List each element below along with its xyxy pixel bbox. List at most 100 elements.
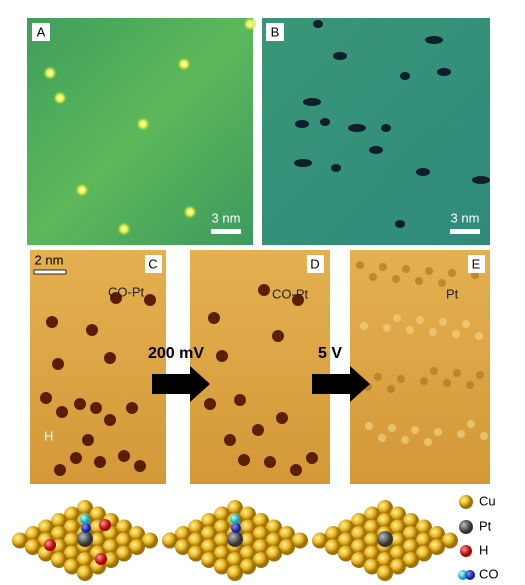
dark-spot: [70, 452, 82, 464]
dark-spot: [82, 434, 94, 446]
texture: [360, 322, 368, 330]
adsorbate: [183, 205, 197, 219]
texture: [439, 318, 447, 326]
panel-label: E: [472, 256, 481, 271]
scale-bars: 3 nm 3 nm 2 nm: [33, 210, 480, 275]
cu-atom: [188, 519, 204, 536]
dark-spot: [46, 316, 58, 328]
cu-atom: [377, 500, 393, 516]
panel-label: A: [37, 24, 46, 39]
cu-atom: [416, 545, 432, 562]
dark-spot: [238, 454, 250, 466]
texture: [443, 379, 451, 387]
cu-atom: [364, 532, 380, 549]
texture: [416, 316, 424, 324]
h-atom: [99, 519, 111, 531]
cu-atom: [116, 532, 132, 549]
o-atom: [81, 523, 91, 533]
cu-atom: [201, 539, 217, 555]
texture: [415, 277, 423, 285]
texture: [393, 314, 401, 322]
cu-atom: [377, 565, 393, 581]
texture: [378, 434, 386, 442]
texture: [365, 422, 373, 430]
dark-cluster: [472, 176, 490, 184]
cu-atom: [403, 552, 419, 568]
adsorbate: [75, 183, 89, 197]
stm-image-c: [30, 250, 166, 484]
cu-atom: [188, 545, 204, 562]
texture: [397, 375, 405, 383]
cu-atom: [25, 526, 41, 542]
cu-atom: [403, 526, 419, 542]
texture: [430, 367, 438, 375]
dark-cluster: [303, 98, 321, 106]
cu-atom: [240, 506, 256, 523]
arrow: [312, 366, 370, 402]
adsorbate: [136, 117, 150, 131]
cu-atom: [279, 526, 295, 542]
adsorbate: [43, 66, 57, 80]
texture: [475, 332, 483, 340]
cu-atom: [377, 552, 393, 568]
stm-image-d: [190, 250, 330, 484]
cu-atom: [175, 526, 191, 542]
dark-cluster: [348, 124, 366, 132]
cu-atom: [64, 545, 80, 562]
dark-cluster: [369, 146, 383, 154]
texture: [379, 263, 387, 271]
cu-atom: [77, 565, 93, 581]
legend-label: Pt: [479, 518, 492, 533]
cu-atom: [103, 552, 119, 568]
cu-atom: [214, 506, 230, 523]
dark-spot: [110, 292, 122, 304]
cu-atom: [390, 519, 406, 536]
dark-spot: [306, 452, 318, 464]
cu-atom: [253, 539, 269, 555]
texture: [429, 328, 437, 336]
dark-spot: [208, 312, 220, 324]
dark-spot: [126, 402, 138, 414]
dark-cluster: [331, 164, 341, 172]
cu-atom: [253, 526, 269, 542]
dark-spot: [94, 456, 106, 468]
dark-spot: [204, 398, 216, 410]
texture: [383, 324, 391, 332]
cu-atom: [129, 526, 145, 542]
cu-atom: [442, 532, 458, 549]
dark-spot: [118, 450, 130, 462]
cu-atom: [416, 519, 432, 536]
dark-spot: [290, 464, 302, 476]
cu-atom: [214, 532, 230, 549]
cu-atom: [253, 513, 269, 529]
annotations: CO-Pt H CO-Pt Pt: [44, 284, 459, 443]
cu-atom: [338, 519, 354, 536]
dark-spot: [234, 394, 246, 406]
cu-atom: [77, 500, 93, 516]
scale-label: 2 nm: [35, 252, 64, 267]
annotation: Pt: [446, 286, 459, 301]
texture: [392, 275, 400, 283]
dark-spot: [104, 352, 116, 364]
dark-spot: [272, 330, 284, 342]
cu-atom: [364, 545, 380, 562]
cu-atom: [240, 558, 256, 575]
cu-atom: [90, 532, 106, 549]
cu-atom: [390, 532, 406, 549]
cu-atom: [116, 545, 132, 562]
panel-label: B: [271, 24, 280, 39]
texture: [457, 430, 465, 438]
cu-atom: [103, 539, 119, 555]
cu-atom: [377, 513, 393, 529]
arrow-label: 5 V: [318, 345, 342, 362]
h-atom: [95, 553, 107, 565]
cu-atom: [364, 519, 380, 536]
cu-atom: [338, 545, 354, 562]
cu-atom: [175, 539, 191, 555]
cu-atom: [51, 513, 67, 529]
cu-atom: [129, 539, 145, 555]
cu-atom: [240, 519, 256, 536]
cu-atom: [266, 532, 282, 549]
texture: [374, 373, 382, 381]
texture: [388, 424, 396, 432]
